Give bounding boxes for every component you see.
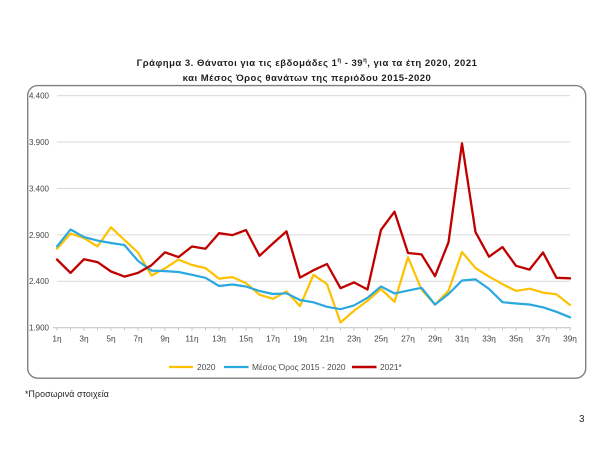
svg-text:5η: 5η	[106, 334, 116, 344]
svg-text:33η: 33η	[482, 334, 496, 344]
svg-text:1η: 1η	[52, 334, 62, 344]
svg-text:11η: 11η	[185, 334, 199, 344]
svg-text:4.400: 4.400	[29, 92, 50, 101]
svg-text:3η: 3η	[79, 334, 89, 344]
svg-text:15η: 15η	[239, 334, 253, 344]
svg-text:37η: 37η	[536, 334, 550, 344]
svg-text:29η: 29η	[428, 334, 442, 344]
svg-text:2.400: 2.400	[29, 277, 50, 286]
svg-text:39η: 39η	[563, 334, 577, 344]
svg-text:1.900: 1.900	[29, 324, 50, 333]
svg-text:3.400: 3.400	[29, 184, 50, 193]
svg-text:27η: 27η	[401, 334, 415, 344]
svg-text:2.900: 2.900	[29, 231, 50, 240]
svg-text:Μέσος Όρος 2015 - 2020: Μέσος Όρος 2015 - 2020	[252, 362, 346, 372]
svg-text:25η: 25η	[374, 334, 388, 344]
svg-text:21η: 21η	[320, 334, 334, 344]
svg-text:31η: 31η	[455, 334, 469, 344]
svg-text:2020: 2020	[197, 362, 216, 372]
svg-text:13η: 13η	[212, 334, 226, 344]
svg-text:7η: 7η	[133, 334, 143, 344]
svg-text:3.900: 3.900	[29, 138, 50, 147]
svg-text:23η: 23η	[347, 334, 361, 344]
svg-text:35η: 35η	[509, 334, 523, 344]
svg-text:9η: 9η	[160, 334, 170, 344]
svg-text:19η: 19η	[293, 334, 307, 344]
svg-text:2021*: 2021*	[380, 362, 403, 372]
svg-text:17η: 17η	[266, 334, 280, 344]
